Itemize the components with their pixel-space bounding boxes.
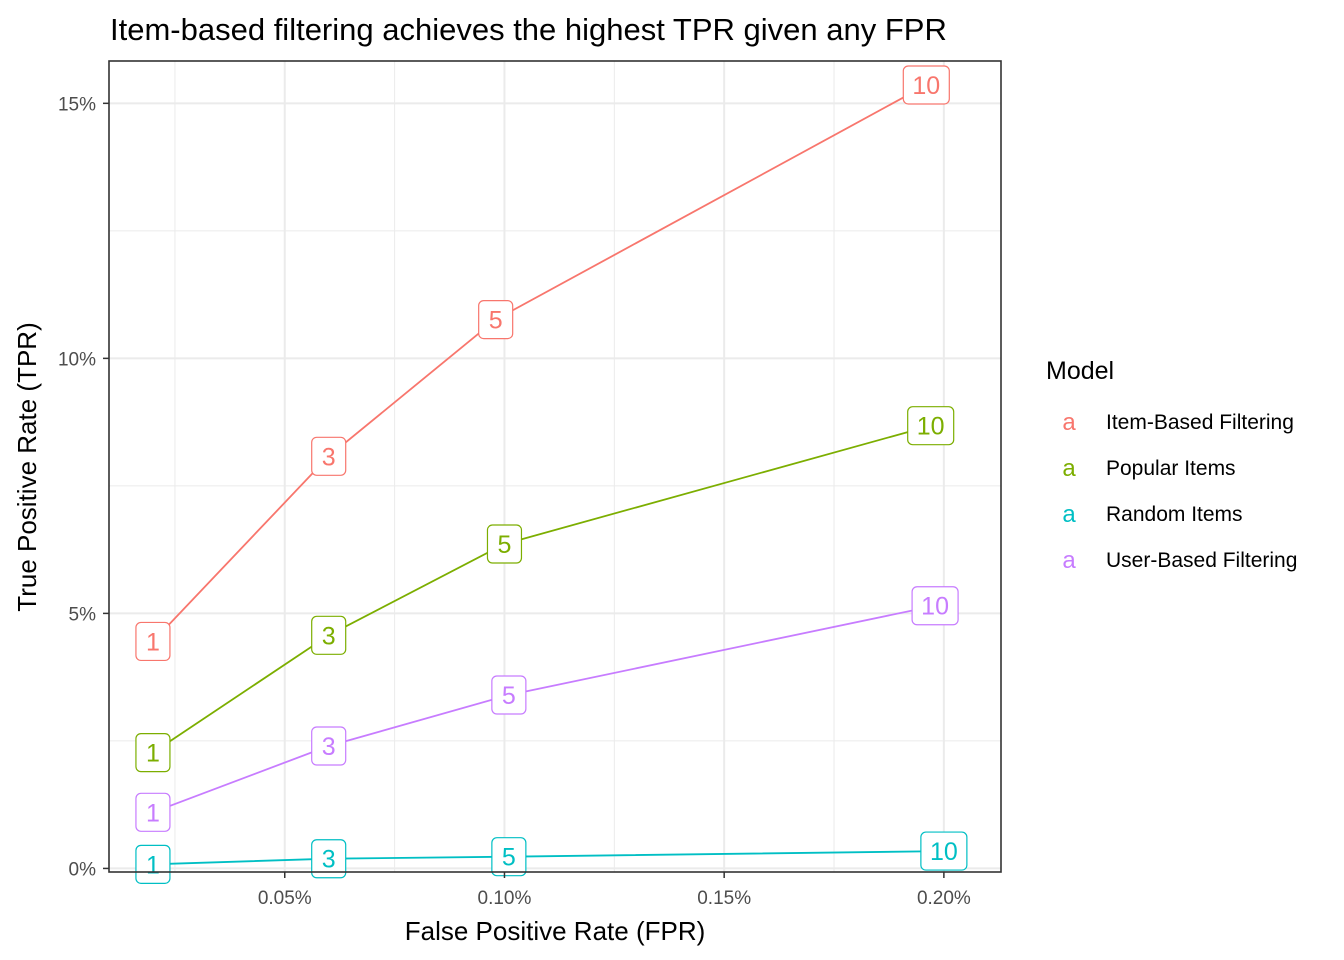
point-label-box [135,844,171,884]
point-label-text: 10 [912,72,940,100]
point-label-box [311,615,347,655]
point-label-box [920,831,968,871]
point-label: 3 [311,839,347,879]
point-label-text: 5 [502,844,516,872]
point-label-text: 3 [322,733,336,761]
y-tick-label: 10% [58,349,96,370]
x-tick-label: 0.20% [917,888,971,909]
point-label: 1 [135,844,171,884]
point-label: 5 [491,675,527,715]
point-label-box [902,65,950,105]
legend-label: User-Based Filtering [1106,549,1297,572]
point-label: 10 [902,65,950,105]
legend-key: a [1062,409,1076,436]
point-label-box [478,300,514,340]
legend-title: Model [1046,357,1114,385]
x-axis-title: False Positive Rate (FPR) [405,916,706,946]
point-label-text: 1 [146,851,160,879]
point-label: 10 [907,406,955,446]
point-label-text: 1 [146,628,160,656]
point-label-box [135,792,171,832]
point-label-text: 1 [146,799,160,827]
point-label-box [135,733,171,773]
legend: Model a Item-Based Filtering a Popular Item… [1046,357,1297,574]
legend-label: Random Items [1106,503,1243,526]
point-label: 5 [478,300,514,340]
point-label-text: 3 [322,443,336,471]
point-label-box [135,621,171,662]
y-tick-label: 0% [69,859,97,880]
legend-key: a [1062,501,1076,528]
x-tick-label: 0.15% [697,888,751,909]
x-tick-label: 0.05% [258,888,312,909]
y-axis-title: True Positive Rate (TPR) [12,322,42,611]
series-line-1 [152,424,931,754]
point-label-box [486,524,523,564]
x-axis: 0.05% 0.10% 0.15% 0.20% [258,872,971,909]
legend-key: a [1062,455,1076,482]
point-label-text: 1 [146,740,160,768]
point-label-text: 5 [502,682,516,710]
point-label: 3 [311,615,347,655]
point-label-box [491,675,527,715]
point-label: 10 [920,831,968,871]
y-tick-label: 15% [58,94,96,115]
point-label: 5 [486,524,523,564]
point-label: 10 [911,586,959,626]
y-tick-label: 5% [69,604,97,625]
point-label-text: 5 [498,531,512,559]
point-label-text: 3 [322,622,336,650]
series-line-3 [152,604,936,814]
chart-title: Item-based filtering achieves the highes… [110,12,947,47]
point-label-text: 10 [917,413,945,441]
point-label: 3 [311,436,347,476]
point-label-box [311,726,347,766]
point-label: 5 [491,837,527,877]
point-label-box [907,406,955,446]
legend-key: a [1062,547,1076,574]
plot-panel: 1 3 5 10 1 3 5 10 1 3 5 10 1 3 5 10 [108,60,1002,884]
point-label-box [491,837,527,877]
point-label-text: 5 [489,307,503,335]
point-label: 1 [135,621,171,662]
point-label-box [911,586,959,626]
point-label-text: 10 [921,593,949,621]
point-label-box [311,839,347,879]
legend-label: Item-Based Filtering [1106,411,1294,434]
point-label-text: 10 [930,838,958,866]
series-line-2 [152,850,944,866]
point-label: 3 [311,726,347,766]
point-label-box [311,436,347,476]
panel-border [108,60,1002,873]
x-tick-label: 0.10% [478,888,532,909]
legend-label: Popular Items [1106,457,1236,480]
point-label: 1 [135,792,171,832]
series-line-0 [152,84,927,643]
y-axis: 0% 5% 10% 15% [58,94,109,880]
point-label-text: 3 [322,846,336,874]
point-label: 1 [135,733,171,773]
